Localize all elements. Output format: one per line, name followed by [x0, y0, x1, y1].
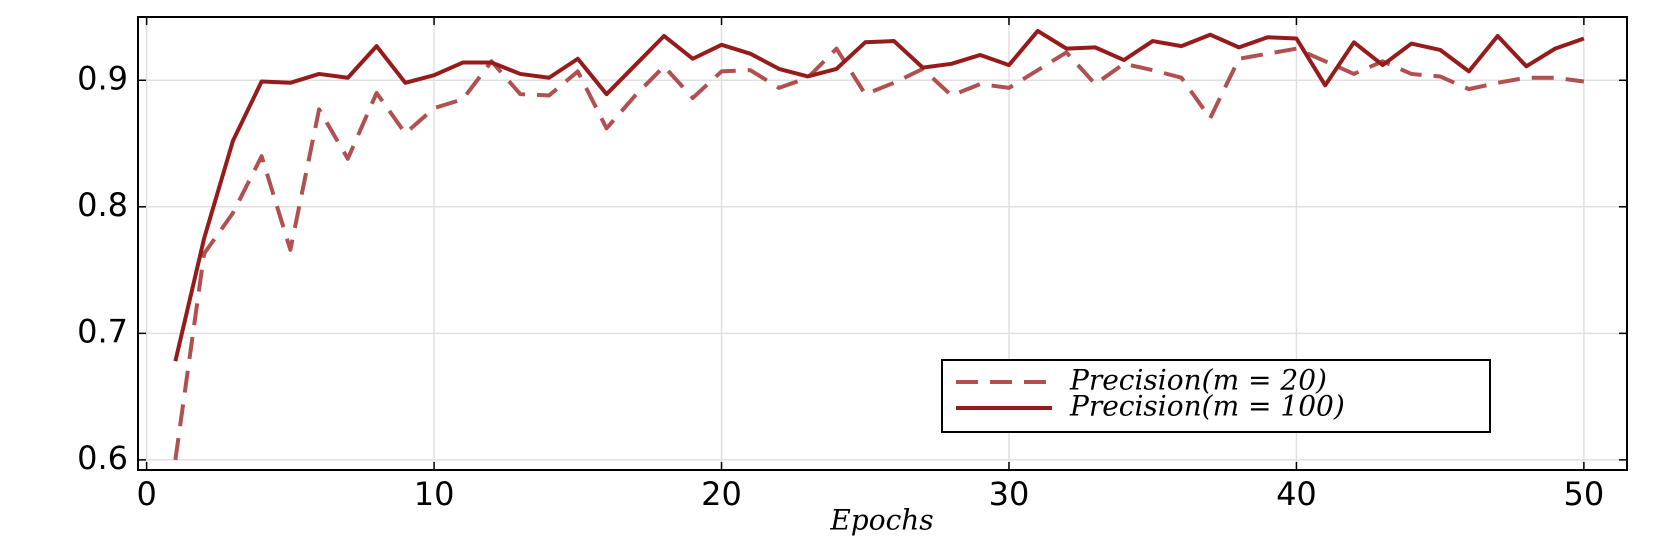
- legend-label: Precision(m = 100): [1069, 390, 1345, 423]
- x-tick-label: 30: [989, 475, 1030, 513]
- x-tick-label: 20: [701, 475, 742, 513]
- data-line: [173, 28, 1585, 362]
- x-tick-label: 10: [414, 475, 455, 513]
- y-tick-label: 0.7: [77, 312, 128, 350]
- x-tick-label: 40: [1276, 475, 1317, 513]
- y-tick-label: 0.8: [77, 186, 128, 224]
- legend-label: Precision(m = 20): [1069, 364, 1327, 397]
- y-tick-label: 0.9: [77, 59, 128, 97]
- y-tick-label: 0.6: [77, 439, 128, 477]
- legend-box: [941, 359, 1491, 433]
- x-axis-label: Epochs: [829, 504, 933, 537]
- data-line: [173, 46, 1585, 461]
- x-tick-label: 50: [1564, 475, 1605, 513]
- x-tick-label: 0: [136, 475, 156, 513]
- plot-frame: [137, 16, 1628, 471]
